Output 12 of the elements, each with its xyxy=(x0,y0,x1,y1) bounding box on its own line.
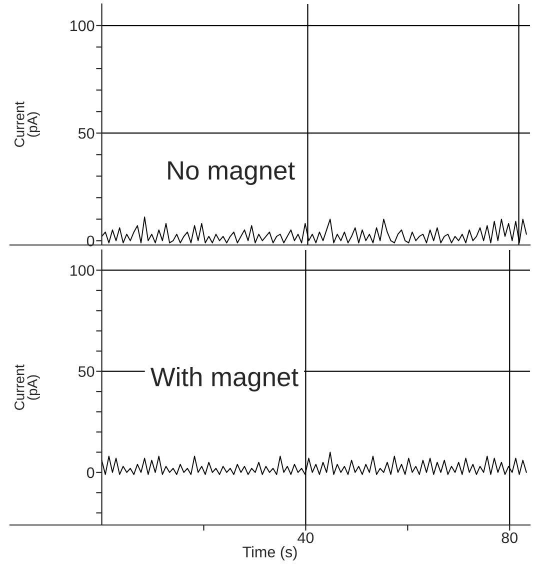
x-tick-label: 80 xyxy=(502,532,518,544)
y-tick-label: 100 xyxy=(70,20,94,32)
y-tick-label: 50 xyxy=(78,366,94,378)
y-tick-label: 0 xyxy=(86,467,94,478)
y-tick-label: 100 xyxy=(70,265,94,276)
y-tick-label: 50 xyxy=(78,128,94,139)
y-axis-title: Current (pA) xyxy=(14,101,40,147)
annotation: With magnet xyxy=(150,366,298,392)
x-axis-title: Time (s) xyxy=(242,546,297,560)
annotation: No magnet xyxy=(168,161,295,185)
x-tick-label: 40 xyxy=(298,532,314,544)
y-axis-title: Current (pA) xyxy=(14,364,40,410)
